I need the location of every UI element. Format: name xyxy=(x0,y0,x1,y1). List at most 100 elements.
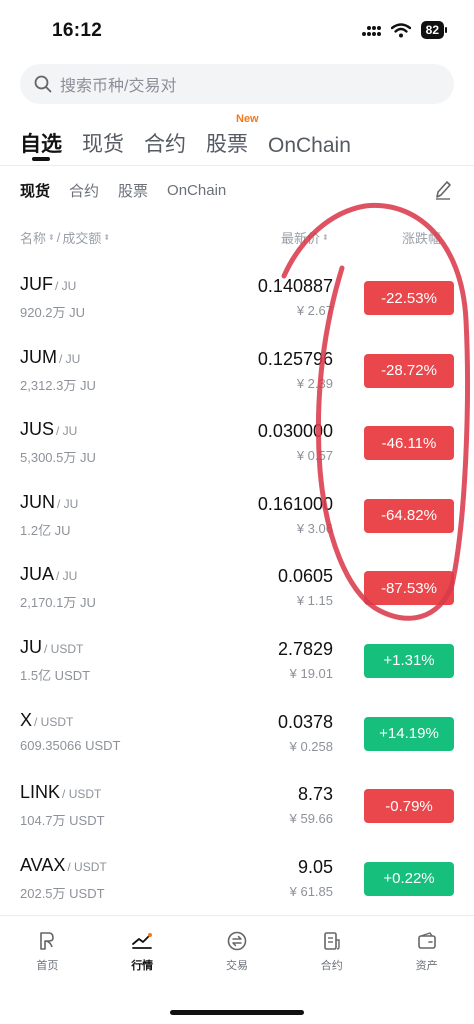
subtab-spot[interactable]: 现货 xyxy=(20,183,51,200)
change-badge[interactable]: +0.22% xyxy=(364,861,454,896)
change-badge[interactable]: -22.53% xyxy=(364,281,454,315)
volume: 1.5亿 USDT xyxy=(20,667,91,683)
last-price: 9.05 xyxy=(297,856,333,877)
status-time: 16:12 xyxy=(52,20,103,41)
change-badge[interactable]: +14.19% xyxy=(364,716,454,751)
tab-futures[interactable]: 合约 xyxy=(144,133,186,156)
nav-label: 资产 xyxy=(415,960,438,972)
nav-market[interactable]: 行情 xyxy=(95,916,190,985)
active-tab-indicator xyxy=(32,157,50,161)
change-badge[interactable]: -87.53% xyxy=(364,571,454,606)
tab-stocks[interactable]: 股票 xyxy=(206,133,248,156)
nav-assets[interactable]: 资产 xyxy=(379,916,474,985)
column-volume-label: 成交额 xyxy=(62,231,102,246)
volume: 104.7万 USDT xyxy=(20,813,105,829)
last-price: 0.161000 xyxy=(257,493,333,514)
quote-currency: / JU xyxy=(56,569,78,584)
new-badge: New xyxy=(236,113,259,125)
table-row[interactable]: JUN / JU 1.2亿 JU 0.161000 ¥ 3.06 -64.82% xyxy=(0,480,474,553)
table-row[interactable]: AVAX / USDT 202.5万 USDT 9.05 ¥ 61.85 +0.2… xyxy=(0,843,474,916)
symbol: JUM xyxy=(20,346,57,367)
change-badge[interactable]: +1.31% xyxy=(364,643,454,678)
subtab-onchain[interactable]: OnChain xyxy=(167,182,227,199)
symbol: X xyxy=(20,709,33,730)
last-price: 0.140887 xyxy=(257,276,333,296)
cny-price: ¥ 3.06 xyxy=(296,520,333,536)
symbol: JUF xyxy=(20,274,53,294)
nav-label: 行情 xyxy=(131,960,154,972)
cny-price: ¥ 61.85 xyxy=(289,883,333,899)
table-row[interactable]: JU / USDT 1.5亿 USDT 2.7829 ¥ 19.01 +1.31% xyxy=(0,625,474,698)
nav-label: 首页 xyxy=(36,960,59,972)
main-tabs: 自选 现货 合约 股票 OnChain xyxy=(20,122,371,158)
quote-currency: / USDT xyxy=(62,787,102,802)
home-indicator xyxy=(170,1010,304,1015)
column-separator: / xyxy=(56,230,61,245)
volume: 202.5万 USDT xyxy=(20,885,105,901)
quote-currency: / JU xyxy=(59,351,81,366)
column-header-price[interactable]: 最新价 ⬍ xyxy=(281,228,329,247)
home-icon xyxy=(40,932,55,950)
cny-price: ¥ 1.15 xyxy=(296,593,333,609)
search-input[interactable]: 搜索币种/交易对 xyxy=(20,64,454,104)
change-badge[interactable]: -64.82% xyxy=(364,498,454,533)
quote-currency: / JU xyxy=(56,424,78,439)
cny-price: ¥ 19.01 xyxy=(289,665,333,681)
quote-currency: / JU xyxy=(55,279,77,293)
column-price-label: 最新价 xyxy=(281,231,321,246)
table-row[interactable]: JUA / JU 2,170.1万 JU 0.0605 ¥ 1.15 -87.53… xyxy=(0,552,474,625)
sort-icon: ⬍ xyxy=(48,232,55,242)
tab-spot[interactable]: 现货 xyxy=(82,133,124,156)
table-row[interactable]: X / USDT 609.35066 USDT 0.0378 ¥ 0.258 +1… xyxy=(0,698,474,771)
column-header-change[interactable]: 涨跌幅 xyxy=(402,228,441,247)
symbol: JUS xyxy=(20,419,55,440)
change-badge[interactable]: -0.79% xyxy=(364,789,454,824)
nav-contract[interactable]: 合约 xyxy=(284,916,379,985)
cny-price: ¥ 59.66 xyxy=(289,811,333,827)
last-price: 2.7829 xyxy=(277,638,333,659)
contract-icon xyxy=(323,932,340,950)
tab-onchain[interactable]: OnChain xyxy=(268,134,351,157)
cny-price: ¥ 2.39 xyxy=(296,375,333,391)
tab-favorites[interactable]: 自选 xyxy=(20,133,62,156)
bottom-nav: 首页 行情 交易 合约 资产 xyxy=(0,915,474,985)
status-bar: 16:12 82 xyxy=(0,0,474,62)
wallet-icon xyxy=(417,932,436,949)
column-header-name[interactable]: 名称 ⬍ / 成交额 ⬍ xyxy=(20,228,110,247)
table-row[interactable]: LINK / USDT 104.7万 USDT 8.73 ¥ 59.66 -0.7… xyxy=(0,770,474,843)
market-list: JUF / JU 920.2万 JU 0.140887 ¥ 2.67 -22.53… xyxy=(0,262,474,915)
quote-currency: / USDT xyxy=(67,859,107,874)
column-change-label: 涨跌幅 xyxy=(402,231,442,246)
battery-icon: 82 xyxy=(420,21,448,39)
nav-home[interactable]: 首页 xyxy=(0,916,95,985)
symbol: JUA xyxy=(20,564,55,585)
volume: 5,300.5万 JU xyxy=(20,450,96,466)
wifi-icon xyxy=(390,22,411,37)
nav-trade[interactable]: 交易 xyxy=(190,916,285,985)
table-row[interactable]: JUM / JU 2,312.3万 JU 0.125796 ¥ 2.39 -28.… xyxy=(0,335,474,408)
column-name-label: 名称 xyxy=(20,231,47,246)
sub-tabs: 现货 合约 股票 OnChain xyxy=(20,180,245,201)
cny-price: ¥ 0.258 xyxy=(289,738,333,754)
search-icon xyxy=(34,75,52,93)
nav-label: 交易 xyxy=(225,960,248,972)
change-badge[interactable]: -46.11% xyxy=(364,426,454,461)
volume: 1.2亿 JU xyxy=(20,522,71,538)
table-row[interactable]: JUS / JU 5,300.5万 JU 0.030000 ¥ 0.57 -46.… xyxy=(0,407,474,480)
divider xyxy=(0,165,474,166)
search-placeholder: 搜索币种/交易对 xyxy=(60,78,177,95)
symbol: JUN xyxy=(20,491,55,512)
trade-icon xyxy=(227,931,247,951)
nav-label: 合约 xyxy=(320,960,343,972)
quote-currency: / JU xyxy=(57,496,79,511)
last-price: 0.030000 xyxy=(257,421,333,442)
last-price: 0.125796 xyxy=(257,348,333,369)
subtab-futures[interactable]: 合约 xyxy=(69,183,100,200)
subtab-stocks[interactable]: 股票 xyxy=(118,183,149,200)
sort-icon: ⬍ xyxy=(103,232,111,242)
quote-currency: / USDT xyxy=(34,714,74,729)
edit-pencil-icon[interactable] xyxy=(434,180,452,200)
table-row[interactable]: JUF / JU 920.2万 JU 0.140887 ¥ 2.67 -22.53… xyxy=(0,262,474,335)
change-badge[interactable]: -28.72% xyxy=(364,353,454,388)
last-price: 0.0605 xyxy=(277,566,333,587)
